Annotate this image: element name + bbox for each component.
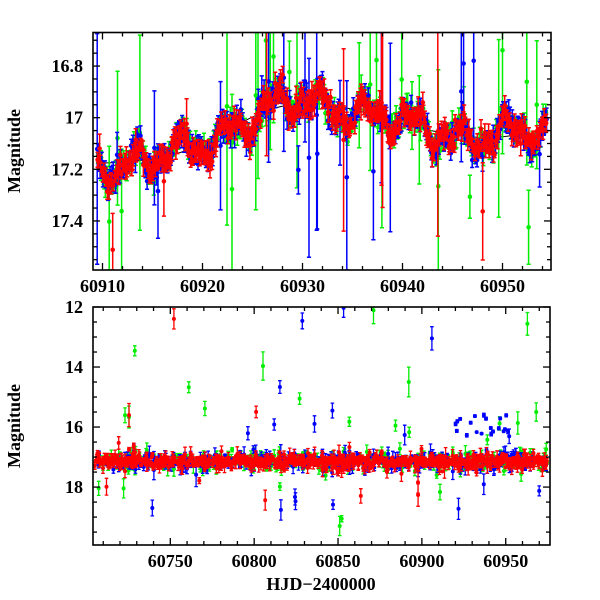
svg-text:60850: 60850	[316, 551, 361, 571]
svg-text:60940: 60940	[380, 276, 425, 296]
svg-text:HJD−2400000: HJD−2400000	[266, 574, 375, 594]
svg-text:Magnitude: Magnitude	[4, 384, 24, 468]
svg-text:16.8: 16.8	[52, 56, 84, 76]
svg-text:60950: 60950	[480, 276, 525, 296]
svg-text:17.2: 17.2	[52, 159, 84, 179]
svg-text:16: 16	[65, 417, 83, 437]
svg-text:17: 17	[65, 108, 83, 128]
svg-text:12: 12	[65, 297, 83, 317]
svg-text:60950: 60950	[483, 551, 528, 571]
svg-text:14: 14	[65, 357, 83, 377]
svg-text:18: 18	[65, 477, 83, 497]
svg-text:17.4: 17.4	[52, 211, 84, 231]
svg-text:Magnitude: Magnitude	[4, 109, 24, 193]
svg-text:60900: 60900	[399, 551, 444, 571]
svg-text:60920: 60920	[180, 276, 225, 296]
svg-text:60930: 60930	[280, 276, 325, 296]
svg-text:60750: 60750	[148, 551, 193, 571]
svg-text:60800: 60800	[232, 551, 277, 571]
svg-text:60910: 60910	[80, 276, 125, 296]
